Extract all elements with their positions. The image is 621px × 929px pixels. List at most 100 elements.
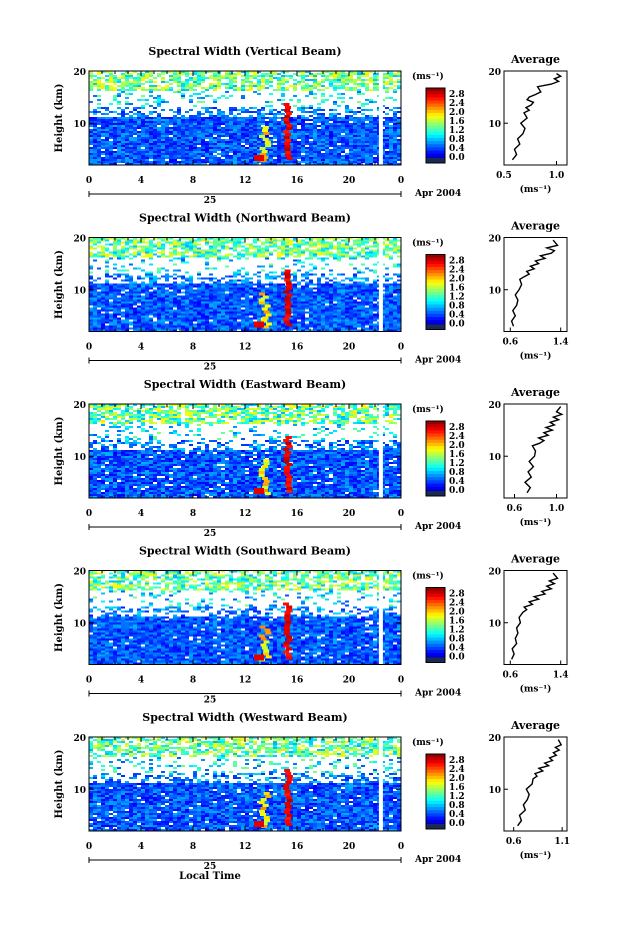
month-label: Apr 2004 <box>414 189 461 199</box>
profile-line <box>517 739 563 827</box>
x-tick-label: 12 <box>239 509 252 519</box>
colorbar-segment <box>426 455 445 459</box>
colorbar-segment <box>426 263 445 268</box>
profile-y-tick-label: 10 <box>488 786 501 796</box>
x-tick-label: 8 <box>190 343 196 353</box>
colorbar-segment <box>426 587 445 592</box>
colorbar-segment <box>426 109 445 114</box>
month-label: Apr 2004 <box>414 356 461 366</box>
x-tick-label: 20 <box>343 842 356 852</box>
profile-frame <box>503 736 568 832</box>
x-tick-label: 0 <box>86 842 92 852</box>
data-gap <box>378 570 383 665</box>
data-gap <box>378 737 383 831</box>
profile-y-tick-label: 10 <box>488 287 501 297</box>
colorbar-tick-label: 2.4 <box>449 99 465 109</box>
x-tick-label: 0 <box>398 842 404 852</box>
x-tick-label: 16 <box>291 842 304 852</box>
profile-title: Average <box>510 553 560 566</box>
colorbar-tick-label: 2.8 <box>449 756 465 766</box>
x-tick-label: 12 <box>239 343 252 353</box>
colorbar-segment <box>426 317 445 321</box>
colorbar-segment <box>426 609 445 613</box>
y-tick-label: 20 <box>73 235 86 245</box>
colorbar-tick-label: 0.0 <box>449 320 465 330</box>
colorbar-segment <box>426 600 445 604</box>
colorbar-tick-label: 2.8 <box>449 90 465 100</box>
date-label: 25 <box>204 529 217 539</box>
colorbar-segment <box>426 631 445 635</box>
y-tick-label: 10 <box>73 120 86 130</box>
x-tick-label: 4 <box>138 176 144 186</box>
colorbar-tick-label: 2.0 <box>449 108 465 118</box>
colorbar-tick-label: 0.4 <box>449 810 465 820</box>
x-tick-label: 0 <box>86 509 92 519</box>
month-label: Apr 2004 <box>414 522 461 532</box>
colorbar-segment <box>426 439 445 444</box>
panel-title: Spectral Width (Westward Beam) <box>142 711 347 724</box>
colorbar-segment <box>426 304 445 309</box>
colorbar-segment <box>426 276 445 280</box>
colorbar-segment <box>426 471 445 475</box>
colorbar-segment <box>426 119 445 123</box>
colorbar-segment <box>426 125 445 130</box>
month-label: Apr 2004 <box>414 855 461 865</box>
colorbar-segment <box>426 628 445 632</box>
y-tick-label: 20 <box>73 68 86 78</box>
colorbar-frame <box>425 587 446 663</box>
date-label: 25 <box>204 696 217 706</box>
y-axis-label: Height (km) <box>54 583 65 652</box>
panel-title: Spectral Width (Northward Beam) <box>139 212 351 225</box>
x-tick-label: 12 <box>239 676 252 686</box>
colorbar-segment <box>426 279 445 284</box>
heatmap <box>89 737 401 831</box>
colorbar-segment <box>426 816 445 821</box>
y-tick-label: 20 <box>73 568 86 578</box>
colorbar-tick-label: 0.4 <box>449 477 465 487</box>
x-tick-label: 20 <box>343 676 356 686</box>
profile-y-tick-label: 10 <box>488 453 501 463</box>
colorbar-segment <box>426 757 445 761</box>
profile-title: Average <box>510 220 560 233</box>
y-tick-label: 10 <box>73 287 86 297</box>
profile-x-tick-label: 1.4 <box>553 338 569 348</box>
colorbar-segment <box>426 307 445 312</box>
colorbar-segment <box>426 797 445 802</box>
profile-y-tick-label: 20 <box>488 401 501 411</box>
heatmap <box>89 237 401 332</box>
colorbar-tick-label: 0.8 <box>449 135 465 145</box>
colorbar-segment <box>426 282 445 287</box>
colorbar-tick-label: 2.4 <box>449 765 465 775</box>
colorbar-segment <box>426 596 445 601</box>
colorbar-segment <box>426 612 445 617</box>
heatmap <box>89 71 401 165</box>
colorbar-segment <box>426 603 445 607</box>
colorbar-segment <box>426 301 445 305</box>
colorbar-tick-label: 0.4 <box>449 644 465 654</box>
colorbar-segment <box>426 458 445 463</box>
colorbar-segment <box>426 775 445 780</box>
x-tick-label: 8 <box>190 509 196 519</box>
profile-frame <box>503 70 568 166</box>
y-axis-label: Height (km) <box>54 84 65 153</box>
data-gap <box>378 71 383 165</box>
colorbar-segment <box>426 800 445 805</box>
colorbar-tick-label: 0.0 <box>449 153 465 163</box>
colorbar-segment <box>426 144 445 148</box>
colorbar-segment <box>426 810 445 814</box>
colorbar-segment <box>426 298 445 302</box>
colorbar-tick-label: 0.8 <box>449 468 465 478</box>
profile-y-tick-label: 10 <box>488 620 501 630</box>
x-tick-label: 12 <box>239 842 252 852</box>
panel-title: Spectral Width (Eastward Beam) <box>144 378 346 391</box>
colorbar-bottom <box>426 824 445 829</box>
colorbar-segment <box>426 320 445 324</box>
x-tick-label: 4 <box>138 842 144 852</box>
profile-x-tick-label: 1.0 <box>549 504 565 514</box>
x-tick-label: 0 <box>86 176 92 186</box>
profile-x-tick-label: 0.6 <box>502 338 518 348</box>
colorbar-segment <box>426 474 445 478</box>
colorbar-tick-label: 2.0 <box>449 441 465 451</box>
colorbar-frame <box>425 420 446 497</box>
colorbar-segment <box>426 141 445 145</box>
